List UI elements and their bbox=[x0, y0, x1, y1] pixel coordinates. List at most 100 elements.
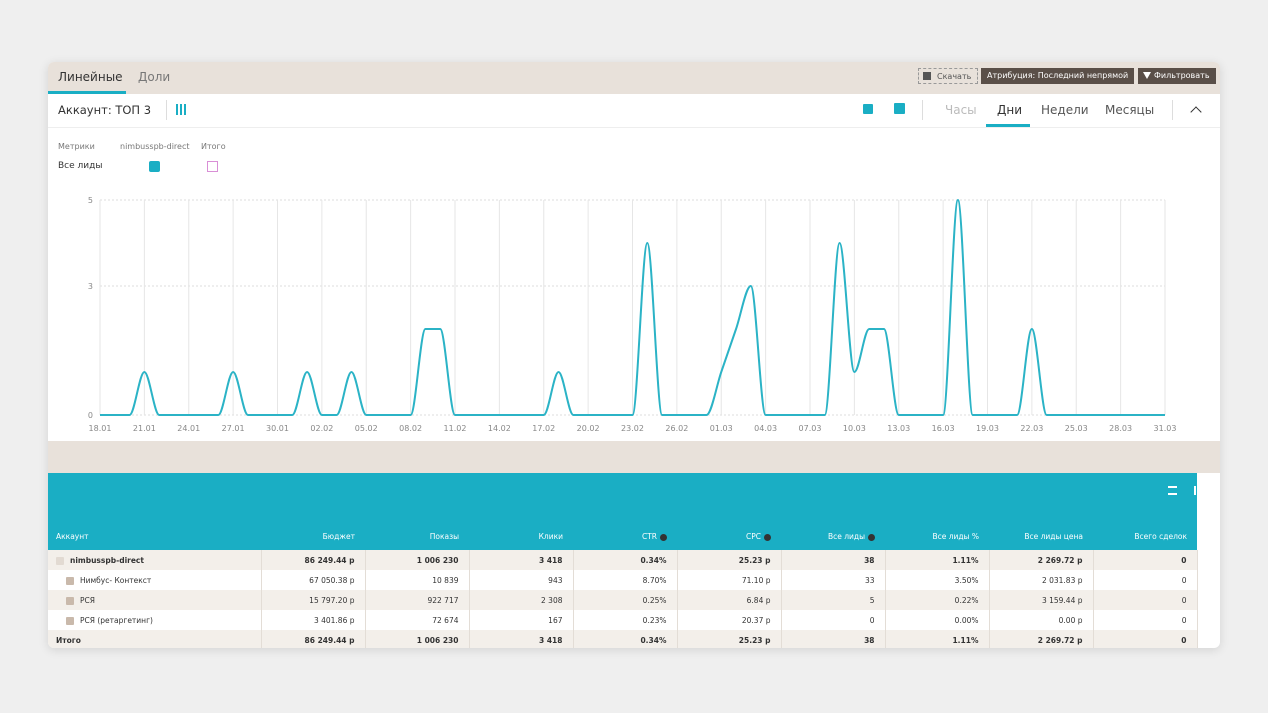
cell-text: 15 797.20 р bbox=[309, 595, 355, 605]
y-tick-label: 3 bbox=[88, 282, 93, 291]
legend-column: Итого bbox=[201, 142, 226, 151]
cell-text: 1.11% bbox=[952, 635, 979, 645]
cell-text: 922 717 bbox=[427, 595, 459, 605]
x-tick-label: 08.02 bbox=[399, 424, 422, 433]
cell-text: 0 bbox=[1181, 595, 1187, 605]
cell-text: 3 401.86 р bbox=[313, 615, 355, 625]
filter-icon[interactable] bbox=[1168, 486, 1177, 495]
table-cell: 3 418 bbox=[469, 550, 574, 570]
table-cell: 25.23 р bbox=[677, 630, 782, 648]
table-cell: 86 249.44 р bbox=[261, 550, 366, 570]
checkbox[interactable] bbox=[207, 161, 218, 172]
table-cell: 1 006 230 bbox=[365, 550, 470, 570]
table-cell: 0.23% bbox=[573, 610, 678, 630]
header-label: Показы bbox=[429, 532, 459, 541]
table-cell: 86 249.44 р bbox=[261, 630, 366, 648]
table-cell: 10 839 bbox=[365, 570, 470, 590]
header-cell: Показы bbox=[365, 473, 469, 550]
table-cell: 2 031.83 р bbox=[989, 570, 1094, 590]
cell-text: 0 bbox=[869, 615, 875, 625]
table-row: РСЯ (ретаргетинг) 3 401.86 р 72 674 167 0.23… bbox=[48, 610, 1198, 630]
attribution-button[interactable]: Атрибуция: Последний непрямой bbox=[981, 68, 1135, 84]
table-cell: 0 bbox=[781, 610, 886, 630]
table-cell: 3 401.86 р bbox=[261, 610, 366, 630]
account-label: Аккаунт: ТОП 3 bbox=[58, 103, 152, 117]
header-cell: Все лиды bbox=[781, 473, 885, 550]
help-icon bbox=[868, 533, 875, 541]
header-cell: Все лиды % bbox=[885, 473, 989, 550]
y-tick-label: 0 bbox=[88, 411, 93, 420]
header-label: Все лиды bbox=[827, 532, 865, 541]
table-cell: 2 269.72 р bbox=[989, 630, 1094, 648]
columns-icon[interactable] bbox=[176, 104, 186, 115]
x-tick-label: 31.03 bbox=[1154, 424, 1177, 433]
x-tick-label: 25.03 bbox=[1065, 424, 1088, 433]
header-row: Аккаунт Бюджет Показы Клики CTR CPC Все лиды Вс… bbox=[48, 473, 1197, 550]
table-cell: 3 159.44 р bbox=[989, 590, 1094, 610]
separator bbox=[48, 127, 1220, 128]
expand-icon bbox=[66, 616, 74, 625]
header-label: Все лиды цена bbox=[1024, 532, 1083, 541]
period-tab[interactable]: Часы bbox=[945, 103, 977, 117]
cell-text: 3 159.44 р bbox=[1041, 595, 1083, 605]
cell-text: 0.34% bbox=[640, 635, 667, 645]
calendar-icon[interactable] bbox=[894, 103, 905, 114]
cell-text: Нимбус- Контекст bbox=[80, 575, 152, 585]
cell-text: 86 249.44 р bbox=[304, 635, 355, 645]
x-tick-label: 07.03 bbox=[799, 424, 822, 433]
table-cell: 0 bbox=[1093, 630, 1198, 648]
x-tick-label: 17.02 bbox=[532, 424, 555, 433]
cell-text: 3 418 bbox=[539, 555, 563, 565]
cell-text: РСЯ bbox=[80, 595, 95, 605]
header-cell: Аккаунт bbox=[48, 473, 261, 550]
period-tab[interactable]: Недели bbox=[1041, 103, 1089, 117]
period-tab[interactable]: Дни bbox=[997, 103, 1023, 117]
cell-text: 72 674 bbox=[432, 615, 459, 625]
cell-text: 67 050.38 р bbox=[309, 575, 355, 585]
cell-text: nimbusspb-direct bbox=[70, 555, 144, 565]
table-cell: nimbusspb-direct bbox=[48, 550, 262, 570]
chart: 0 3 5 18.01 21.01 24.01 27.01 30.01 02.02 05.02 08… bbox=[88, 196, 1177, 433]
cell-text: 10 839 bbox=[432, 575, 459, 585]
period-tab[interactable]: Месяцы bbox=[1105, 103, 1155, 117]
x-tick-label: 30.01 bbox=[266, 424, 289, 433]
x-tick-label: 16.03 bbox=[932, 424, 955, 433]
legend-column: nimbusspb-direct bbox=[120, 142, 190, 151]
table-cell: 2 269.72 р bbox=[989, 550, 1094, 570]
download-button[interactable]: Скачать bbox=[918, 68, 979, 84]
columns-icon[interactable] bbox=[1194, 486, 1204, 495]
header-label: Всего сделок bbox=[1134, 532, 1187, 541]
table-cell: 0.00 р bbox=[989, 610, 1094, 630]
header-cell: CTR bbox=[573, 473, 677, 550]
filter-button[interactable]: Фильтровать bbox=[1138, 68, 1216, 84]
x-tick-label: 11.02 bbox=[444, 424, 467, 433]
x-tick-label: 05.02 bbox=[355, 424, 378, 433]
table-cell: 33 bbox=[781, 570, 886, 590]
x-tick-label: 04.03 bbox=[754, 424, 777, 433]
table-cell: 1 006 230 bbox=[365, 630, 470, 648]
header-cell: Бюджет bbox=[261, 473, 365, 550]
cell-text: 38 bbox=[864, 635, 875, 645]
cell-text: 0 bbox=[1181, 635, 1187, 645]
header-cell: Все лиды цена bbox=[989, 473, 1093, 550]
x-tick-label: 28.03 bbox=[1109, 424, 1132, 433]
x-tick-label: 27.01 bbox=[222, 424, 245, 433]
header-label: CTR bbox=[641, 532, 657, 541]
calendar-icon[interactable] bbox=[863, 104, 873, 114]
tab[interactable]: Доли bbox=[138, 70, 171, 84]
x-tick-label: 21.01 bbox=[133, 424, 156, 433]
divider bbox=[922, 100, 923, 120]
table-cell: 71.10 р bbox=[677, 570, 782, 590]
checkbox[interactable] bbox=[149, 161, 160, 172]
table-cell: 8.70% bbox=[573, 570, 678, 590]
cell-text: 71.10 р bbox=[741, 575, 771, 585]
table-cell: 0.25% bbox=[573, 590, 678, 610]
table-cell: 167 bbox=[469, 610, 574, 630]
table-cell: 2 308 bbox=[469, 590, 574, 610]
x-tick-label: 18.01 bbox=[89, 424, 112, 433]
tab[interactable]: Линейные bbox=[58, 70, 123, 84]
cell-text: 0 bbox=[1181, 555, 1187, 565]
cell-text: 38 bbox=[864, 555, 875, 565]
metrics-label: Метрики bbox=[58, 142, 95, 151]
